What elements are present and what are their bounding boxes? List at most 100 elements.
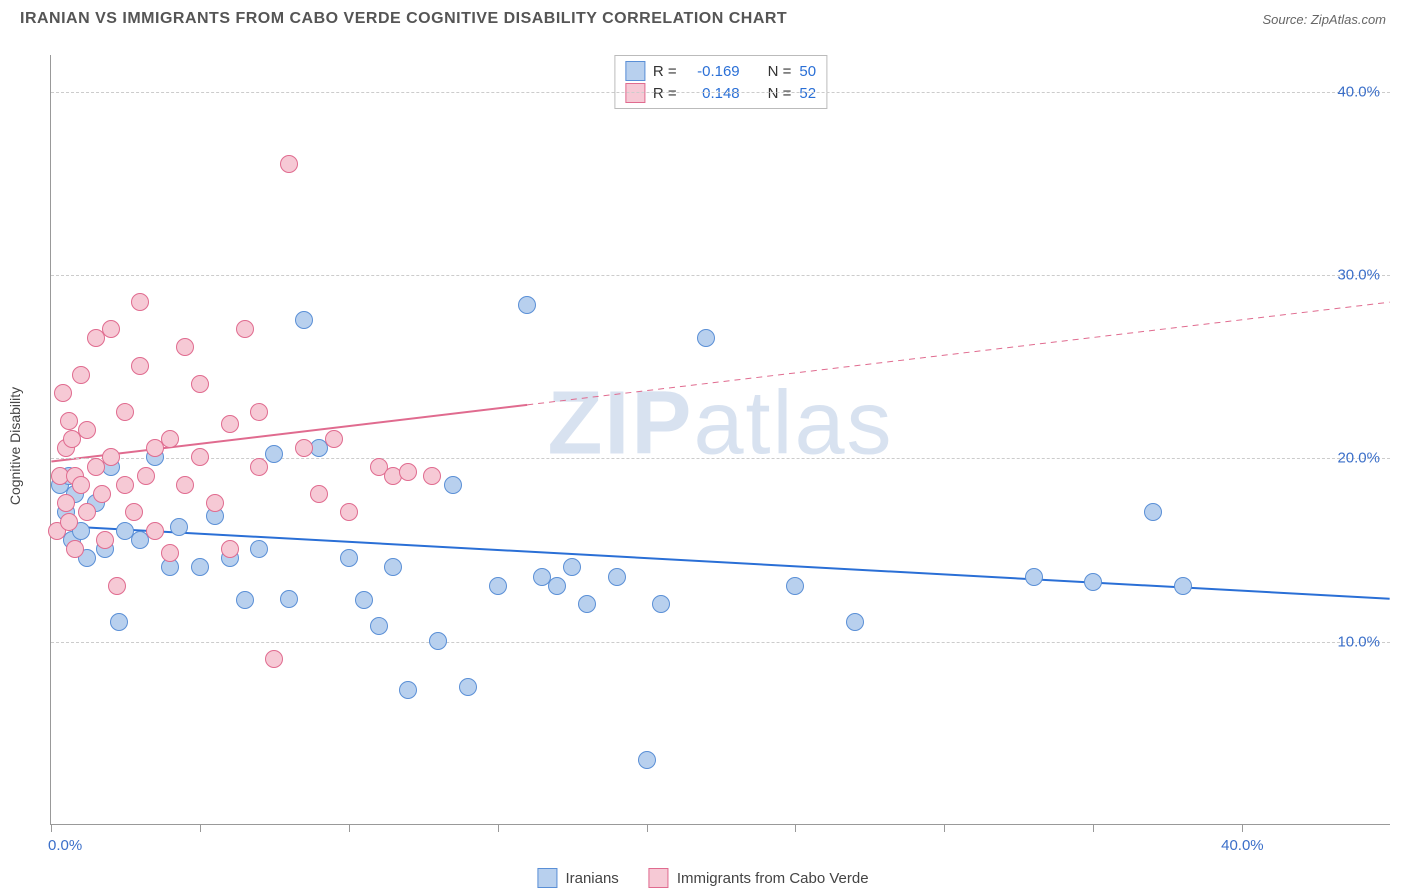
scatter-point — [325, 430, 343, 448]
scatter-point — [459, 678, 477, 696]
scatter-point — [280, 155, 298, 173]
scatter-point — [206, 494, 224, 512]
scatter-point — [191, 375, 209, 393]
n-value: 52 — [799, 85, 816, 102]
r-value: -0.169 — [685, 63, 740, 80]
scatter-point — [116, 476, 134, 494]
scatter-point — [1174, 577, 1192, 595]
y-tick-label: 20.0% — [1337, 450, 1380, 467]
scatter-point — [250, 540, 268, 558]
scatter-point — [54, 384, 72, 402]
x-tick — [795, 824, 796, 832]
scatter-point — [221, 540, 239, 558]
scatter-point — [221, 415, 239, 433]
scatter-point — [102, 448, 120, 466]
scatter-point — [176, 476, 194, 494]
scatter-point — [96, 531, 114, 549]
scatter-point — [399, 463, 417, 481]
legend-series-label: Iranians — [565, 870, 618, 887]
scatter-point — [93, 485, 111, 503]
scatter-point — [1025, 568, 1043, 586]
gridline-horizontal — [51, 458, 1390, 459]
scatter-point — [340, 549, 358, 567]
scatter-point — [72, 366, 90, 384]
y-tick-label: 30.0% — [1337, 267, 1380, 284]
scatter-point — [280, 590, 298, 608]
y-tick-label: 40.0% — [1337, 83, 1380, 100]
scatter-point — [548, 577, 566, 595]
scatter-point — [66, 540, 84, 558]
scatter-point — [131, 293, 149, 311]
scatter-point — [638, 751, 656, 769]
x-tick — [1242, 824, 1243, 832]
legend-swatch — [625, 61, 645, 81]
scatter-point — [578, 595, 596, 613]
legend-series-item: Immigrants from Cabo Verde — [649, 868, 869, 888]
legend-swatch — [537, 868, 557, 888]
legend-stat-row: R = -0.169 N = 50 — [625, 60, 816, 82]
scatter-point — [176, 338, 194, 356]
scatter-point — [161, 544, 179, 562]
scatter-point — [236, 591, 254, 609]
scatter-point — [146, 522, 164, 540]
scatter-point — [399, 681, 417, 699]
scatter-point — [370, 617, 388, 635]
r-label: R = — [653, 85, 677, 102]
scatter-point — [191, 558, 209, 576]
trend-line-dashed — [527, 302, 1389, 405]
scatter-point — [72, 476, 90, 494]
scatter-point — [355, 591, 373, 609]
scatter-point — [608, 568, 626, 586]
legend-swatch — [625, 83, 645, 103]
scatter-point — [250, 458, 268, 476]
scatter-point — [786, 577, 804, 595]
scatter-point — [310, 485, 328, 503]
legend-stat-row: R = 0.148 N = 52 — [625, 82, 816, 104]
series-legend: Iranians Immigrants from Cabo Verde — [537, 868, 868, 888]
y-axis-label: Cognitive Disability — [7, 387, 23, 505]
scatter-point — [236, 320, 254, 338]
scatter-point — [489, 577, 507, 595]
legend-series-label: Immigrants from Cabo Verde — [677, 870, 869, 887]
scatter-point — [191, 448, 209, 466]
scatter-point — [161, 430, 179, 448]
scatter-point — [295, 311, 313, 329]
scatter-point — [110, 613, 128, 631]
x-tick — [51, 824, 52, 832]
r-label: R = — [653, 63, 677, 80]
gridline-horizontal — [51, 275, 1390, 276]
r-value: 0.148 — [685, 85, 740, 102]
scatter-point — [137, 467, 155, 485]
x-axis-min-label: 0.0% — [48, 837, 82, 854]
scatter-point — [78, 421, 96, 439]
scatter-point — [108, 577, 126, 595]
scatter-point — [295, 439, 313, 457]
scatter-point — [265, 650, 283, 668]
legend-swatch — [649, 868, 669, 888]
scatter-point — [384, 558, 402, 576]
x-tick — [1093, 824, 1094, 832]
scatter-point — [60, 412, 78, 430]
chart-plot-area: ZIPatlas R = -0.169 N = 50 R = 0.148 N = 52 10.… — [50, 55, 1390, 825]
trend-lines-svg — [51, 55, 1390, 824]
n-value: 50 — [799, 63, 816, 80]
scatter-point — [131, 357, 149, 375]
x-axis-max-label: 40.0% — [1221, 837, 1264, 854]
scatter-point — [697, 329, 715, 347]
source-attribution: Source: ZipAtlas.com — [1262, 12, 1386, 27]
scatter-point — [125, 503, 143, 521]
scatter-point — [652, 595, 670, 613]
n-label: N = — [768, 63, 792, 80]
n-label: N = — [768, 85, 792, 102]
x-tick — [498, 824, 499, 832]
y-tick-label: 10.0% — [1337, 633, 1380, 650]
scatter-point — [518, 296, 536, 314]
watermark-text: ZIPatlas — [547, 373, 893, 476]
scatter-point — [846, 613, 864, 631]
scatter-point — [78, 503, 96, 521]
x-tick — [349, 824, 350, 832]
correlation-legend: R = -0.169 N = 50 R = 0.148 N = 52 — [614, 55, 827, 109]
scatter-point — [444, 476, 462, 494]
scatter-point — [60, 513, 78, 531]
chart-title: IRANIAN VS IMMIGRANTS FROM CABO VERDE CO… — [20, 10, 787, 28]
